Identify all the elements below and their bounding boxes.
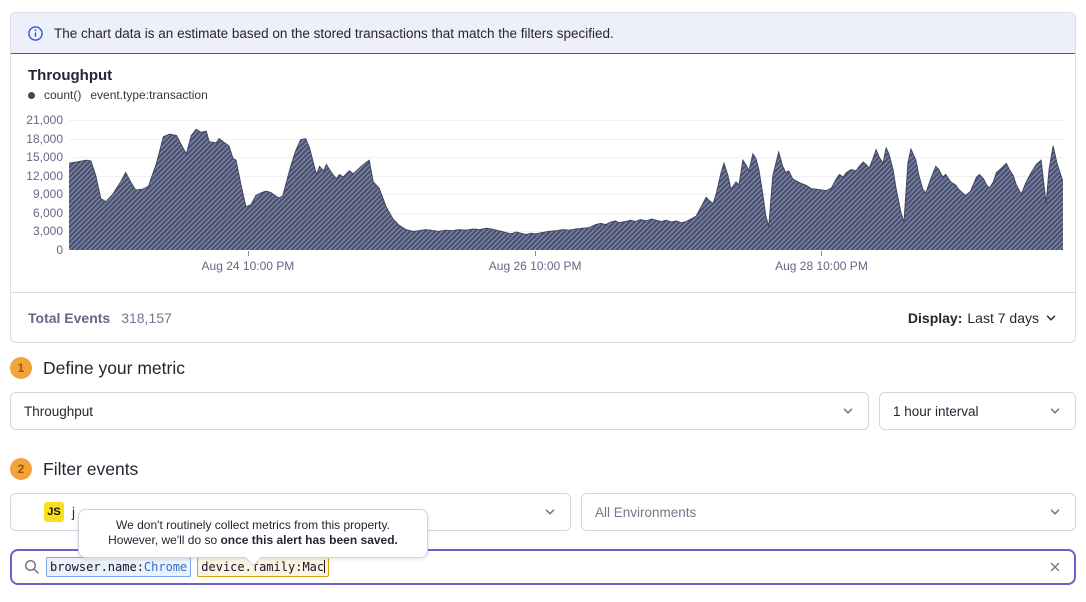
alert-builder-page: The chart data is an estimate based on t… [10, 12, 1076, 585]
metric-select[interactable]: Throughput [10, 392, 869, 430]
metric-select-value: Throughput [24, 403, 94, 419]
text-cursor [324, 560, 326, 573]
javascript-platform-icon: JS [44, 502, 64, 522]
x-tick-label: Aug 26 10:00 PM [488, 259, 582, 273]
chevron-down-icon [1050, 509, 1060, 515]
gridline [69, 157, 1063, 159]
y-tick-label: 18,000 [26, 131, 63, 146]
metrics-collection-tooltip: We don't routinely collect metrics from … [78, 509, 428, 566]
total-events-value: 318,157 [121, 309, 172, 326]
filter-token-device-family[interactable]: device.family:Mac [197, 557, 330, 577]
search-icon [24, 559, 39, 574]
y-tick-label: 15,000 [26, 150, 63, 165]
x-tick-label: Aug 28 10:00 PM [775, 259, 868, 273]
display-range-select[interactable]: Display: Last 7 days [908, 310, 1058, 326]
search-input[interactable]: browser.name:Chrome device.family:Mac [10, 549, 1076, 585]
y-tick-label: 21,000 [26, 113, 63, 127]
info-banner: The chart data is an estimate based on t… [11, 13, 1075, 54]
filter-token-browser-name[interactable]: browser.name:Chrome [46, 557, 192, 577]
interval-select[interactable]: 1 hour interval [879, 392, 1076, 430]
tooltip-line2: However, we'll do so once this alert has… [108, 533, 398, 547]
interval-select-value: 1 hour interval [893, 403, 979, 419]
clear-search-button[interactable] [1048, 560, 1062, 574]
step-1-badge: 1 [10, 357, 32, 379]
y-tick-label: 12,000 [26, 168, 63, 183]
display-value: Last 7 days [967, 309, 1039, 326]
chart-footer: Total Events 318,157 Display: Last 7 day… [11, 292, 1075, 342]
define-metric-heading: Define your metric [43, 357, 185, 378]
x-tick-mark [247, 251, 249, 256]
chart-plot [69, 120, 1063, 250]
gridline [69, 194, 1063, 196]
project-select-value: j [72, 504, 75, 520]
chart-region: 0 3,000 6,000 9,000 12,000 15,000 18,000 21,000… [11, 112, 1075, 284]
x-tick-mark [535, 251, 537, 256]
chart-legend: count() event.type:transaction [28, 88, 1058, 102]
total-events: Total Events 318,157 [28, 310, 172, 326]
display-label: Display: [907, 309, 963, 326]
chart-x-axis: Aug 24 10:00 PM Aug 26 10:00 PM Aug 28 10:… [69, 251, 1063, 281]
legend-query-label: event.type:transaction [90, 88, 208, 102]
x-tick-mark [821, 251, 823, 256]
gridline [69, 120, 1063, 121]
info-icon [28, 25, 43, 41]
chevron-down-icon [1046, 314, 1056, 321]
environment-select-value: All Environments [595, 504, 697, 520]
banner-text: The chart data is an estimate based on t… [54, 25, 614, 41]
define-metric-section: 1 Define your metric Throughput 1 hour i… [10, 357, 1076, 430]
gridline [69, 175, 1063, 177]
y-tick-label: 0 [56, 243, 63, 257]
tooltip-line1: We don't routinely collect metrics from … [116, 518, 390, 532]
x-tick-label: Aug 24 10:00 PM [201, 259, 295, 273]
chart-panel: The chart data is an estimate based on t… [10, 12, 1076, 343]
filter-events-heading: Filter events [43, 458, 139, 479]
y-tick-label: 3,000 [32, 224, 63, 239]
step-2-badge: 2 [10, 458, 32, 480]
legend-dot-icon [28, 91, 35, 99]
close-icon [1050, 562, 1060, 572]
chevron-down-icon [545, 509, 555, 515]
environment-select[interactable]: All Environments [581, 493, 1076, 531]
legend-series-label: count() [44, 88, 82, 102]
gridline [69, 138, 1063, 140]
chevron-down-icon [843, 408, 853, 414]
gridline [69, 212, 1063, 214]
chevron-down-icon [1050, 408, 1060, 414]
chart-y-axis: 0 3,000 6,000 9,000 12,000 15,000 18,000 21,000 [11, 112, 63, 258]
y-tick-label: 6,000 [32, 205, 63, 220]
throughput-area-chart [69, 128, 1063, 250]
chart-title: Throughput [28, 67, 113, 84]
total-events-label: Total Events [28, 309, 111, 326]
chart-header: Throughput count() event.type:transactio… [11, 54, 1075, 102]
y-tick-label: 9,000 [32, 187, 63, 202]
